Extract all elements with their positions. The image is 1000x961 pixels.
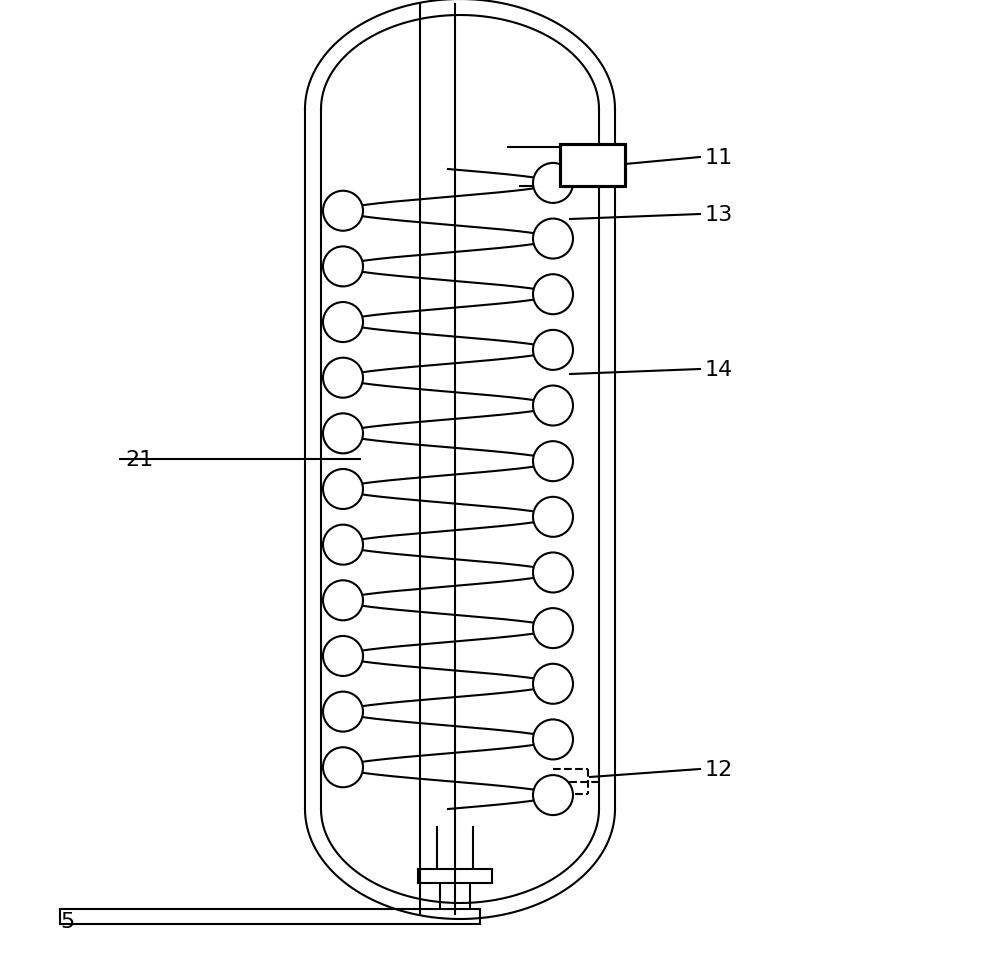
Circle shape [533,275,573,315]
Text: 11: 11 [705,148,733,168]
Bar [560,145,625,186]
Circle shape [533,776,573,815]
Text: 12: 12 [705,759,733,779]
Text: 14: 14 [705,359,733,380]
Text: 5: 5 [60,911,74,931]
Text: 13: 13 [705,205,733,225]
Circle shape [533,442,573,481]
Circle shape [323,358,363,398]
Circle shape [323,303,363,343]
Circle shape [323,247,363,287]
Circle shape [323,636,363,677]
Circle shape [533,553,573,593]
Circle shape [323,580,363,621]
Circle shape [323,748,363,787]
Text: 21: 21 [125,450,153,470]
Circle shape [323,692,363,732]
Circle shape [533,219,573,259]
Circle shape [533,664,573,704]
Circle shape [533,386,573,426]
Circle shape [323,191,363,232]
Circle shape [533,163,573,204]
Circle shape [323,414,363,454]
Circle shape [533,497,573,537]
Circle shape [323,525,363,565]
Circle shape [323,470,363,509]
Circle shape [533,720,573,759]
Circle shape [533,608,573,649]
Circle shape [533,331,573,371]
